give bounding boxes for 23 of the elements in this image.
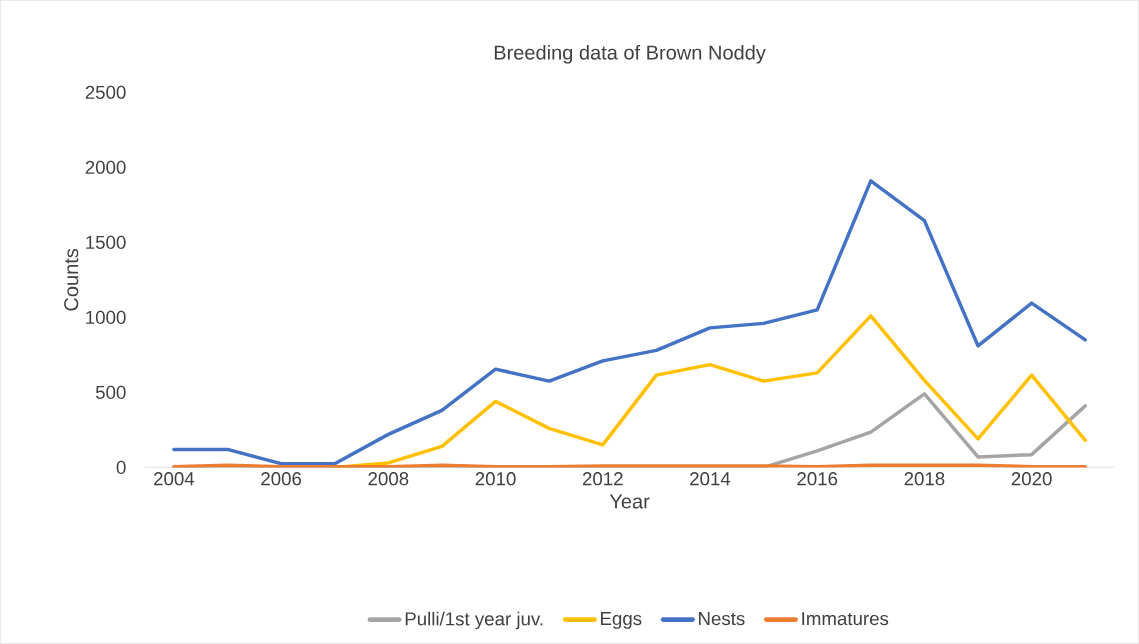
line-series [172,179,1087,466]
x-tick-label: 2010 [475,472,516,486]
x-tick-label: 2020 [1011,472,1052,486]
y-tick-label: 500 [95,385,126,400]
x-tick-label: 2008 [368,472,409,486]
legend-label: Pulli/1st year juv. [405,611,543,630]
x-axis-title: Year [609,494,650,509]
y-axis-title: Counts [64,248,79,311]
x-tick-label: 2016 [797,472,838,486]
x-tick-label: 2018 [904,472,945,486]
legend-label: Immatures [802,612,889,626]
legend-label: Eggs [601,612,642,629]
chart-title: Breeding data of Brown Noddy [494,45,766,64]
y-tick-label: 1000 [86,310,126,325]
y-tick-label: 2500 [85,85,126,100]
x-tick-label: 2012 [582,472,623,486]
x-tick-label: 2006 [261,472,302,486]
y-tick-label: 1500 [86,235,126,250]
x-tick-label: 2004 [154,472,195,486]
y-tick-label: 0 [116,460,126,475]
legend-label: Nests [699,612,745,626]
y-tick-label: 2000 [85,160,126,175]
x-tick-label: 2014 [690,472,731,486]
